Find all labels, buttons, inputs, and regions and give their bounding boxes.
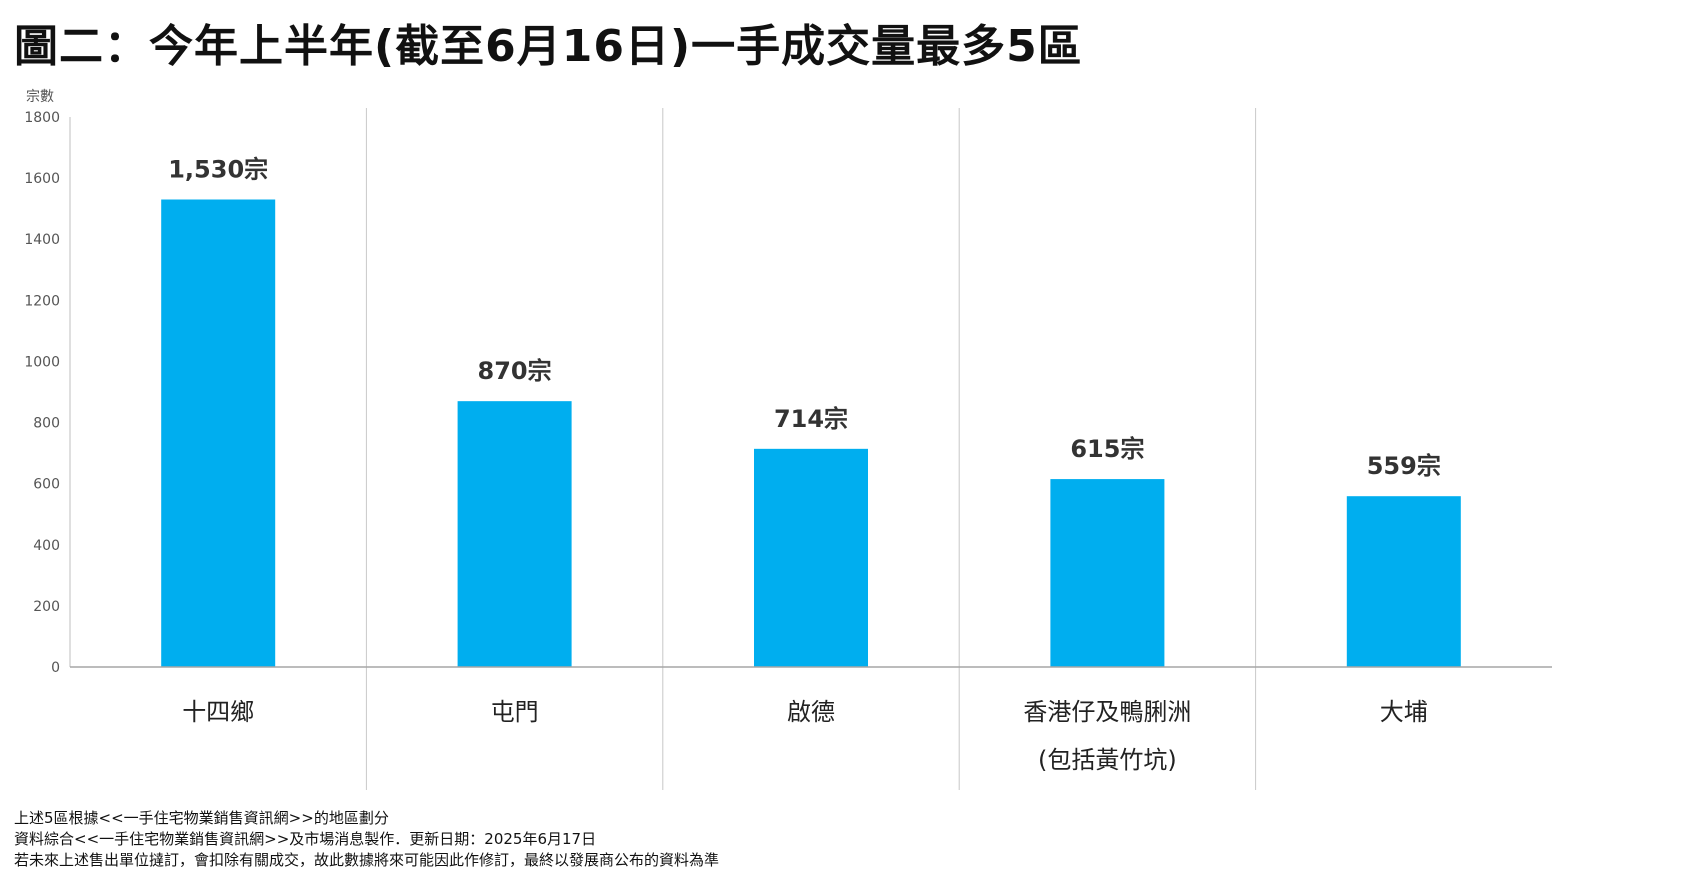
y-tick-label: 400 (33, 538, 60, 554)
bar (161, 199, 276, 667)
category-label: 香港仔及鴨脷洲 (1023, 698, 1191, 726)
y-tick-label: 1400 (24, 232, 60, 248)
category-label: 啟德 (787, 698, 835, 726)
y-tick-label: 0 (51, 660, 60, 676)
data-label: 714宗 (774, 405, 848, 433)
data-label: 615宗 (1070, 435, 1144, 463)
y-tick-label: 1000 (24, 354, 60, 370)
data-label: 1,530宗 (168, 156, 268, 184)
chart-title: 圖二：今年上半年(截至6月16日)一手成交量最多5區 (14, 21, 1083, 72)
bar (1050, 479, 1165, 667)
category-label: 十四鄉 (182, 698, 254, 726)
category-label: (包括黃竹坑) (1038, 746, 1177, 774)
footnotes: 上述5區根據<<一手住宅物業銷售資訊網>>的地區劃分 資料綜合<<一手住宅物業銷… (14, 808, 719, 871)
y-tick-label: 1200 (24, 293, 60, 309)
data-label: 559宗 (1367, 452, 1441, 480)
footnote-line: 資料綜合<<一手住宅物業銷售資訊網>>及市場消息製作．更新日期：2025年6月1… (14, 830, 597, 848)
y-tick-label: 1600 (24, 171, 60, 187)
category-label: 屯門 (491, 698, 539, 726)
bar (754, 448, 868, 667)
y-tick-label: 800 (33, 416, 60, 432)
y-axis-unit-label: 宗數 (26, 89, 54, 105)
bar (1346, 496, 1461, 667)
footnote-line: 若未來上述售出單位撻訂，會扣除有關成交，故此數據將來可能因此作修訂，最終以發展商… (14, 851, 720, 869)
y-tick-label: 600 (33, 477, 60, 493)
category-label: 大埔 (1380, 698, 1428, 726)
bar (457, 401, 572, 667)
y-tick-label: 1800 (24, 110, 60, 126)
data-label: 870宗 (478, 357, 552, 385)
bar-chart: 0 200 400 600 800 1000 1200 1400 1600 1800 1,530宗十… (24, 108, 1552, 790)
y-tick-label: 200 (33, 599, 60, 615)
footnote-line: 上述5區根據<<一手住宅物業銷售資訊網>>的地區劃分 (14, 809, 389, 827)
